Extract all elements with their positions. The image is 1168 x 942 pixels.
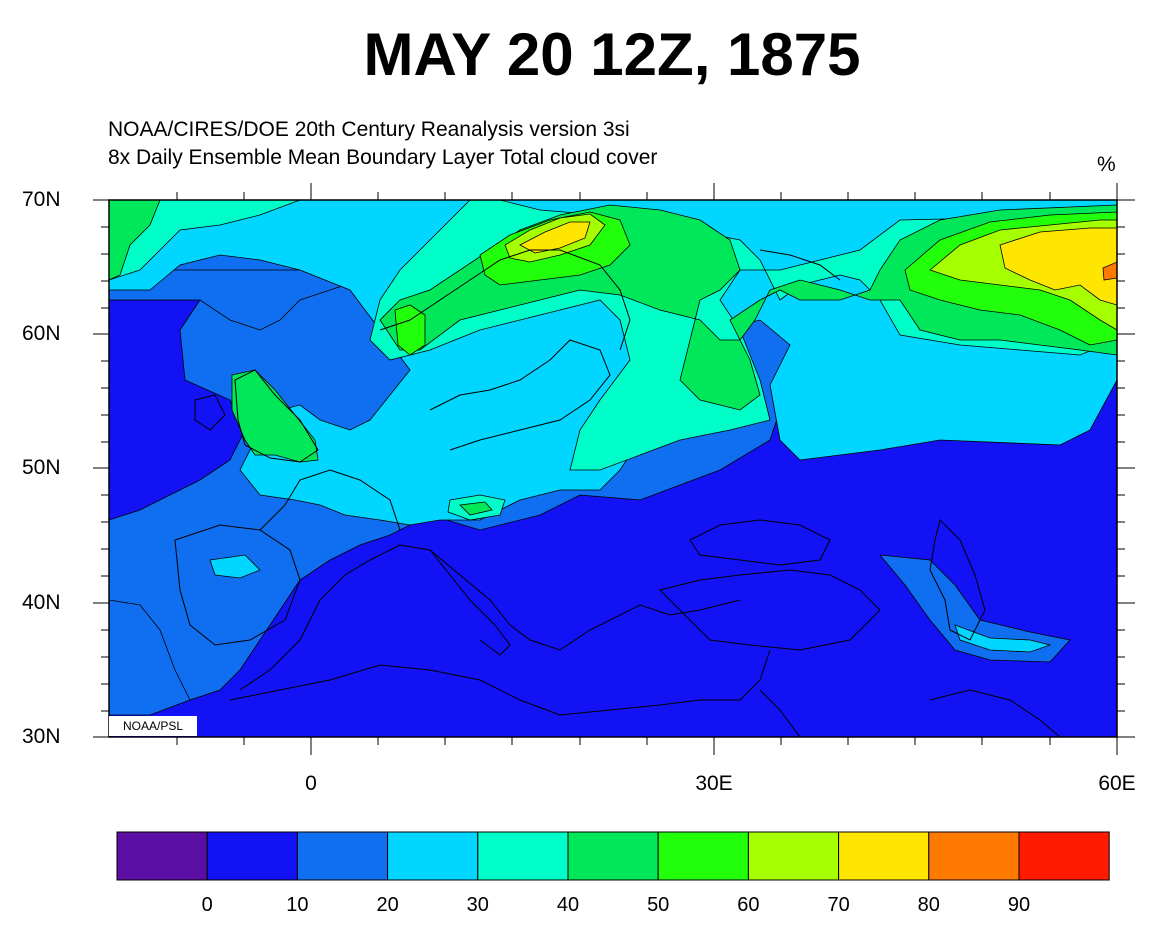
colorbar-label: 50 (647, 894, 669, 916)
coastline-baltic (429, 339, 611, 451)
cloud-region-10-20-sw (109, 599, 191, 716)
cloud-region-50-60-norway (394, 304, 426, 356)
cloud-region-20-30-caspian (954, 624, 1052, 653)
cloud-region-40-50-poland (459, 501, 493, 516)
variable-subtitle: 8x Daily Ensemble Mean Boundary Layer To… (108, 146, 658, 169)
lon-label-30e: 30E (695, 772, 733, 795)
coastline-france (259, 469, 401, 531)
coastline-mediterranean-north (239, 544, 741, 691)
coastlines (174, 249, 1061, 737)
colorbar-label: 90 (1008, 894, 1030, 916)
coastline-italy (429, 549, 511, 656)
cloud-region-70-80 (519, 221, 591, 254)
colorbar-swatch (747, 831, 840, 881)
colorbar-swatch (567, 831, 659, 881)
cloud-region-20-30-spain (209, 554, 261, 579)
colorbar-label: 60 (737, 894, 759, 916)
coastline-ireland (194, 394, 226, 431)
colorbar-swatch (477, 831, 569, 881)
colorbar-swatch (206, 831, 298, 881)
colorbar-label: 0 (202, 894, 213, 916)
cloud-region-70-80-ural (999, 227, 1117, 306)
colorbar: 0 10 20 30 40 50 60 70 80 90 (116, 831, 1110, 916)
colorbar-swatch (838, 831, 930, 881)
coastline-uk (234, 369, 319, 463)
colorbar-label: 10 (286, 894, 308, 916)
cloud-region-40-50-uk (231, 369, 319, 463)
lat-label-40n: 40N (22, 591, 61, 614)
colorbar-label: 80 (918, 894, 940, 916)
colorbar-label: 30 (467, 894, 489, 916)
cloud-region-40-50-nw (109, 200, 161, 281)
lat-ticks (93, 199, 1135, 738)
cloud-region-30-40 (109, 200, 1117, 471)
dataset-subtitle: NOAA/CIRES/DOE 20th Century Reanalysis v… (108, 118, 630, 141)
map-title: MAY 20 12Z, 1875 (363, 21, 861, 88)
lat-label-60n: 60N (22, 322, 61, 345)
coastline-black-sea (689, 519, 831, 566)
colorbar-swatch (116, 831, 208, 881)
colorbar-swatch (296, 831, 389, 881)
coastline-white-sea (759, 249, 841, 281)
cloud-region-80-90 (1102, 261, 1117, 281)
coastline-iberia (174, 524, 301, 646)
lat-label-30n: 30N (22, 725, 61, 748)
coastline-persian-gulf (929, 689, 1061, 737)
cloud-region-10-20-caspian (879, 554, 1071, 663)
colorbar-swatch (387, 831, 479, 881)
colorbar-swatch (1018, 831, 1110, 881)
lat-label-50n: 50N (22, 456, 61, 479)
units-label: % (1097, 153, 1116, 176)
colorbar-swatch (657, 831, 749, 881)
colorbar-swatch (928, 831, 1020, 881)
credit-label: NOAA/PSL (109, 716, 197, 736)
lon-label-60e: 60E (1098, 772, 1136, 795)
cloud-cover-field (109, 200, 1117, 737)
coastline-caspian (929, 519, 986, 641)
colorbar-label: 70 (827, 894, 849, 916)
cloud-region-30-40-nw (109, 200, 301, 281)
coastline-red-sea (759, 689, 801, 737)
lon-ticks (176, 183, 1118, 755)
coastline-scandinavia (379, 249, 631, 351)
lon-label-0: 0 (305, 772, 317, 795)
colorbar-label: 40 (557, 894, 579, 916)
colorbar-label: 20 (376, 894, 398, 916)
coastline-africa (229, 649, 771, 716)
cloud-region-10-20-west (109, 269, 381, 331)
lat-label-70n: 70N (22, 188, 61, 211)
coastline-turkey (659, 569, 881, 651)
